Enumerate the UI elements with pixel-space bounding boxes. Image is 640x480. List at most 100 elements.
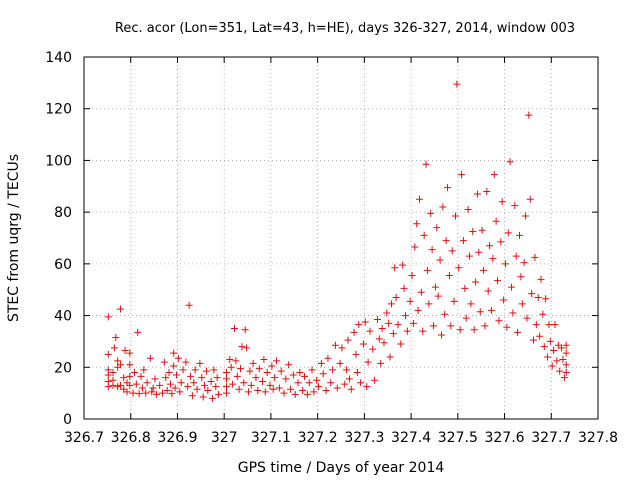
data-point — [489, 255, 497, 263]
data-point — [114, 357, 122, 365]
data-point — [556, 367, 564, 375]
data-point — [503, 323, 511, 331]
data-point — [317, 359, 325, 367]
data-point — [355, 321, 363, 329]
data-points — [104, 80, 570, 402]
data-point — [430, 322, 438, 330]
data-point — [294, 379, 302, 387]
x-tick-label: 327.3 — [344, 430, 384, 446]
data-point — [247, 381, 255, 389]
data-point — [492, 217, 500, 225]
data-point — [456, 326, 464, 334]
data-point — [235, 385, 243, 393]
x-tick-label: 326.9 — [157, 430, 197, 446]
data-point — [187, 372, 195, 380]
data-point — [289, 371, 297, 379]
data-point — [199, 393, 207, 401]
data-point — [546, 337, 554, 345]
data-point — [427, 209, 435, 217]
data-point — [444, 184, 452, 192]
y-tick-label: 100 — [45, 153, 72, 169]
data-point — [506, 158, 514, 166]
data-point — [243, 344, 251, 352]
data-point — [191, 366, 199, 374]
data-point — [459, 237, 467, 245]
data-point — [542, 295, 550, 303]
data-point — [308, 366, 316, 374]
data-point — [450, 297, 458, 305]
data-point — [345, 375, 353, 383]
data-point — [227, 363, 235, 371]
data-point — [246, 367, 254, 375]
data-point — [140, 366, 148, 374]
data-point — [237, 365, 245, 373]
data-point — [255, 365, 263, 373]
data-point — [232, 357, 240, 365]
data-point — [353, 368, 361, 376]
data-point — [126, 381, 134, 389]
data-point — [537, 275, 545, 283]
data-point — [419, 327, 427, 335]
data-point — [266, 381, 274, 389]
data-point — [315, 383, 323, 391]
data-point — [162, 374, 170, 382]
data-point — [559, 356, 567, 364]
data-point — [532, 321, 540, 329]
data-point — [530, 336, 538, 344]
data-point — [458, 171, 466, 179]
data-point — [198, 374, 206, 382]
y-tick-label: 120 — [45, 102, 72, 118]
data-point — [138, 384, 146, 392]
data-point — [495, 317, 503, 325]
data-point — [406, 297, 414, 305]
data-point — [352, 350, 360, 358]
data-point — [160, 358, 168, 366]
data-point — [518, 300, 526, 308]
data-point — [310, 388, 318, 396]
data-point — [522, 212, 530, 220]
data-point — [170, 349, 178, 357]
data-point — [207, 378, 215, 386]
data-point — [422, 160, 430, 168]
grid-lines — [84, 57, 598, 419]
data-point — [319, 370, 327, 378]
data-point — [433, 224, 441, 232]
data-point — [209, 394, 216, 402]
data-point — [350, 328, 358, 336]
data-point — [523, 314, 531, 322]
data-point — [539, 310, 547, 318]
data-point — [436, 256, 444, 264]
data-point — [347, 385, 355, 393]
data-point — [329, 366, 337, 374]
x-axis-label: GPS time / Days of year 2014 — [238, 460, 445, 476]
data-point — [116, 361, 124, 369]
data-point — [478, 226, 486, 234]
data-point — [223, 375, 231, 383]
data-point — [408, 271, 416, 279]
data-point — [149, 384, 157, 392]
data-point — [442, 237, 450, 245]
data-point — [112, 334, 120, 342]
data-point — [275, 384, 283, 392]
data-point — [469, 228, 477, 236]
data-point — [464, 206, 472, 214]
data-point — [472, 278, 480, 286]
data-point — [148, 388, 156, 396]
plot-frame — [83, 56, 599, 420]
data-point — [271, 374, 279, 382]
x-tick-label: 327.8 — [578, 430, 618, 446]
data-point — [152, 390, 160, 398]
data-point — [411, 243, 419, 251]
data-point — [173, 371, 181, 379]
data-point — [129, 389, 137, 397]
data-point — [190, 379, 198, 387]
x-tick-label: 327.5 — [438, 430, 478, 446]
data-point — [212, 383, 220, 391]
data-point — [476, 308, 484, 316]
data-point — [116, 305, 124, 313]
data-point — [165, 368, 173, 376]
data-point — [366, 327, 374, 335]
data-point — [130, 368, 138, 376]
y-tick-label: 60 — [54, 257, 72, 273]
data-point — [273, 357, 281, 365]
